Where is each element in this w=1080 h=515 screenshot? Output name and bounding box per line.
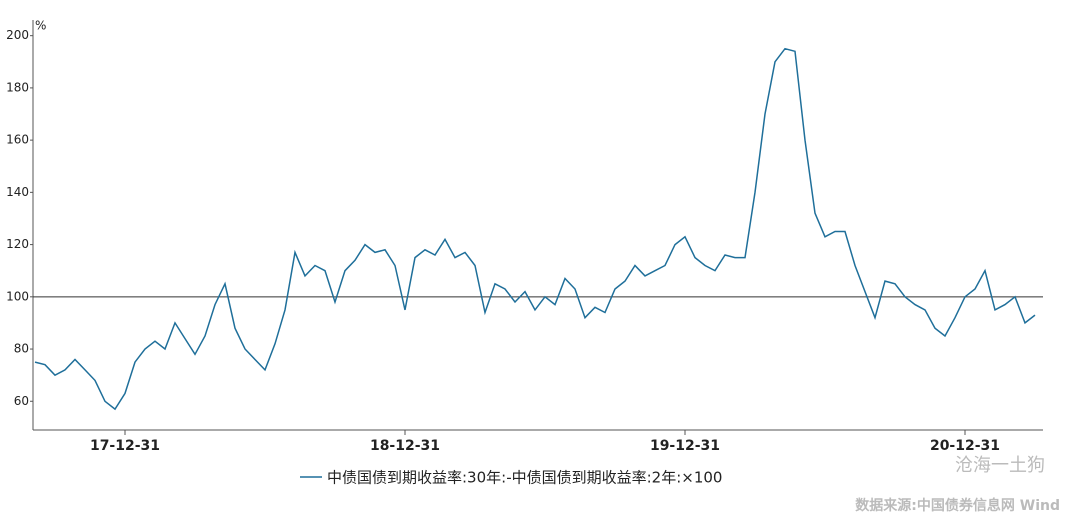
x-tick-label: 19-12-31 — [650, 438, 720, 454]
y-unit: % — [35, 19, 46, 33]
y-tick-label: 60 — [14, 394, 29, 408]
y-tick-label: 100 — [6, 289, 29, 303]
series-line — [34, 47, 1036, 411]
watermark: 沧海一土狗 — [955, 455, 1045, 476]
source: 数据来源:中国债券信息网 Wind — [855, 497, 1060, 514]
y-tick-label: 200 — [6, 28, 29, 42]
x-tick-label: 20-12-31 — [930, 438, 1000, 454]
x-tick-label: 17-12-31 — [90, 438, 160, 454]
y-tick-label: 80 — [14, 342, 29, 356]
y-tick-label: 140 — [6, 185, 29, 199]
x-tick-label: 18-12-31 — [370, 438, 440, 454]
y-tick-label: 120 — [6, 237, 29, 251]
y-tick-label: 180 — [6, 80, 29, 94]
y-tick-label: 160 — [6, 133, 29, 147]
legend-label: 中债国债到期收益率:30年:-中债国债到期收益率:2年:×100 — [327, 469, 722, 487]
